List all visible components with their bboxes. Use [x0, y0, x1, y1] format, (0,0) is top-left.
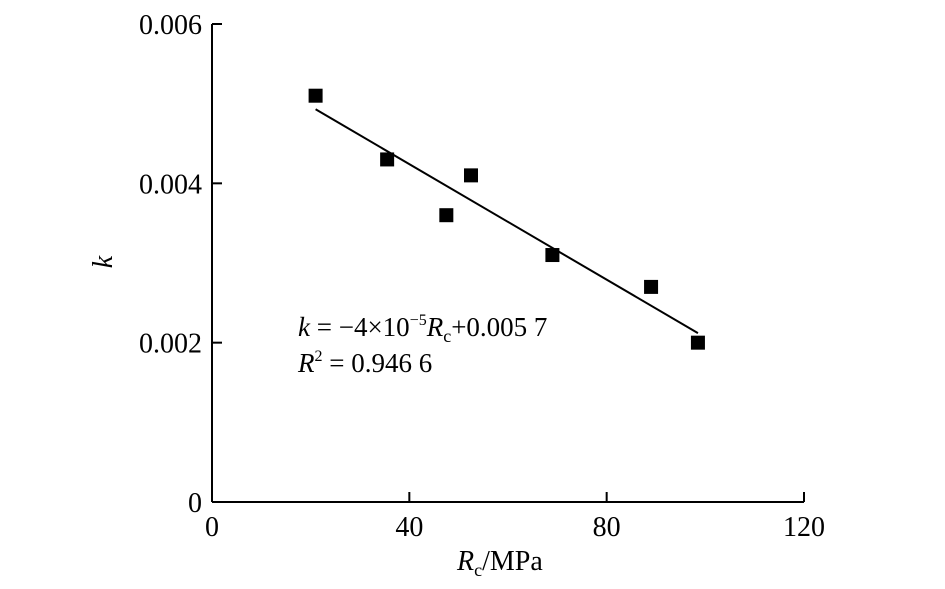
y-tick-label: 0.004	[139, 169, 202, 200]
eq-mid: = −4×10	[310, 312, 410, 342]
r2-tail: = 0.946 6	[323, 348, 433, 378]
x-axis-title-sub: c	[474, 560, 482, 580]
y-tick-label: 0.002	[139, 329, 202, 360]
data-point	[644, 279, 659, 294]
x-tick-label: 40	[395, 512, 423, 543]
y-tick-label: 0	[188, 488, 202, 519]
data-point	[464, 168, 478, 183]
r-squared: R2 = 0.946 6	[297, 348, 432, 378]
y-axis-title: k	[88, 255, 119, 268]
x-ticks: 0 40 80 120	[205, 492, 825, 543]
eq-k: k	[298, 312, 311, 342]
x-tick-label: 80	[593, 512, 621, 543]
data-points	[308, 88, 705, 350]
x-axis-title-main: R	[456, 546, 474, 577]
r2-exp: 2	[315, 348, 323, 365]
x-tick-label: 0	[205, 512, 219, 543]
regression-equation: k = −4×10−5Rc+0.005 7	[298, 312, 547, 346]
r2-R: R	[297, 348, 315, 378]
x-axis-title: Rc/MPa	[456, 546, 543, 580]
y-tick-label: 0.006	[139, 10, 202, 41]
data-point	[545, 248, 560, 263]
eq-R: R	[426, 312, 444, 342]
fit-line	[315, 108, 699, 334]
eq-exp: −5	[410, 312, 427, 329]
x-axis-title-rest: /MPa	[482, 546, 543, 577]
data-point	[690, 335, 705, 350]
y-ticks: 0 0.002 0.004 0.006	[139, 10, 222, 519]
data-point	[308, 88, 323, 103]
axes	[211, 24, 804, 503]
data-point	[380, 152, 395, 167]
fit-line-group	[315, 108, 699, 334]
x-tick-label: 120	[783, 512, 825, 543]
eq-tail: +0.005 7	[451, 312, 547, 342]
eq-sub: c	[443, 326, 451, 346]
data-point	[439, 208, 454, 223]
